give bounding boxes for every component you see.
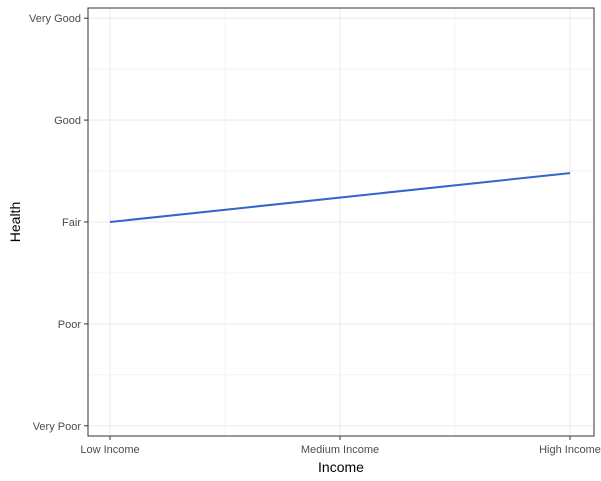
y-tick-label: Very Good	[29, 13, 81, 25]
series-line	[109, 172, 571, 223]
y-tick-label: Very Poor	[33, 421, 82, 433]
series-layer	[109, 172, 571, 223]
y-tick-label: Fair	[62, 217, 81, 229]
x-tick-label: High Income	[539, 444, 601, 456]
y-tick-label: Poor	[58, 319, 82, 331]
x-tick-label: Low Income	[80, 444, 139, 456]
grid-lines	[88, 8, 594, 436]
x-tick-label: Medium Income	[301, 444, 379, 456]
axis-ticks: Low Income Medium Income High Income Very P…	[29, 13, 601, 456]
y-tick-label: Good	[54, 115, 81, 127]
x-axis-title: Income	[318, 459, 364, 475]
y-axis-title: Health	[7, 202, 23, 242]
